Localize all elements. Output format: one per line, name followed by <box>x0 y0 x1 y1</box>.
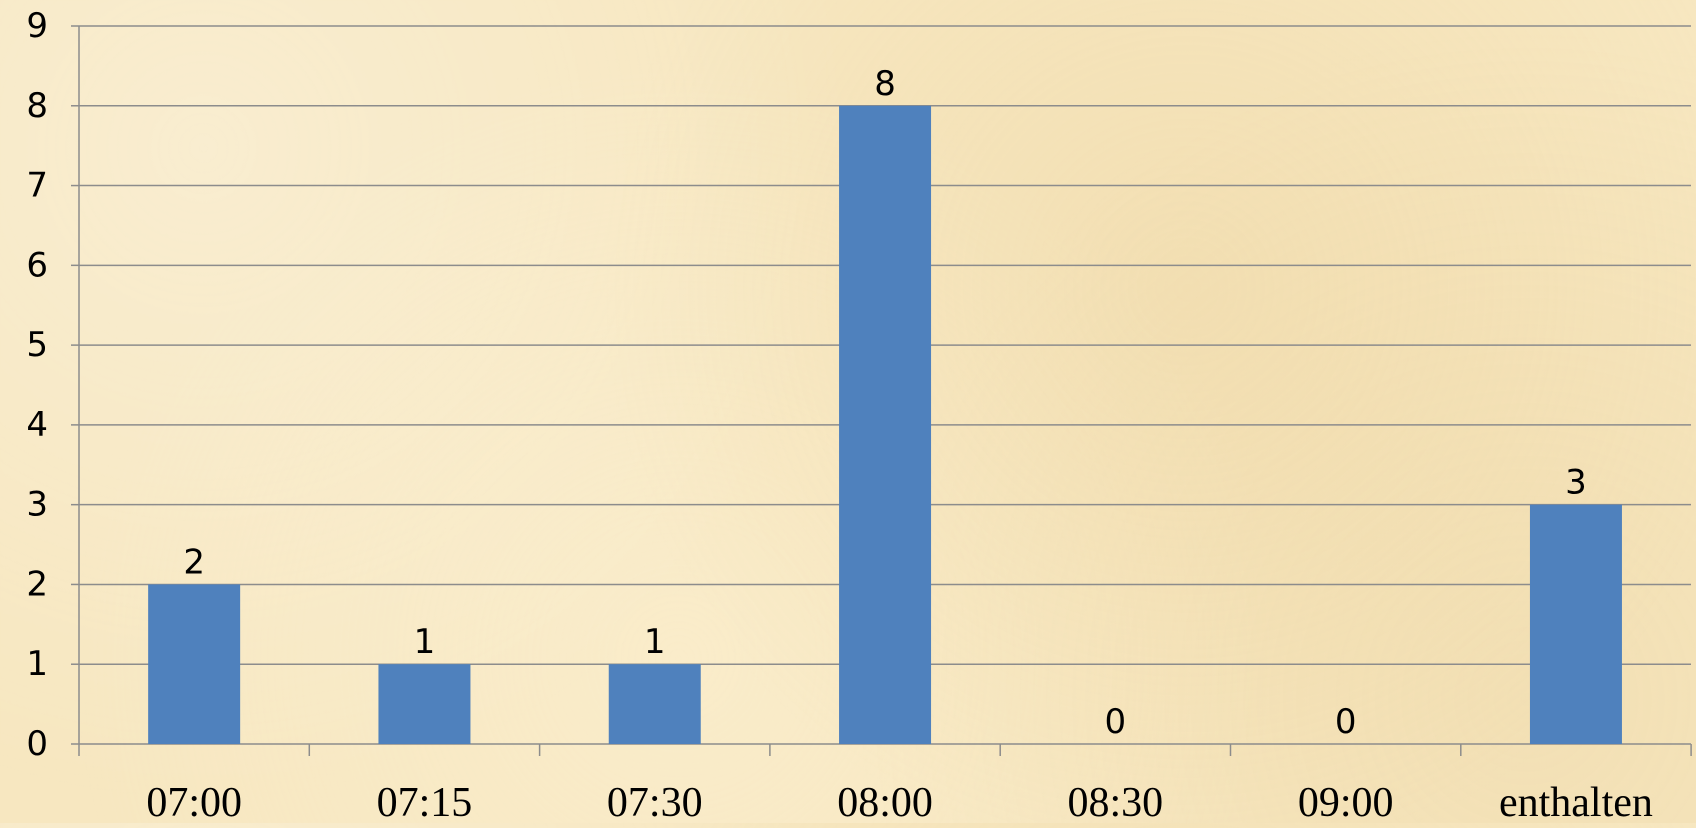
bar-0800 <box>839 105 932 745</box>
x-axis-tick-label: enthalten <box>1499 780 1653 823</box>
x-axis-tick-label: 09:00 <box>1298 780 1394 823</box>
y-axis-tick-labels: 0 1 2 3 4 5 6 7 8 9 <box>26 6 48 764</box>
x-axis-tick-labels: 07:00 07:15 07:30 08:00 08:30 09:00 enthalten <box>146 780 1653 826</box>
y-axis-tick-label: 9 <box>26 6 48 46</box>
y-axis-tick-label: 3 <box>26 485 48 525</box>
bar-enthalten <box>1529 504 1622 744</box>
bars <box>148 105 1622 745</box>
data-labels: 2 1 1 8 0 0 3 <box>183 64 1586 742</box>
bar-0715 <box>378 664 471 744</box>
data-label: 1 <box>644 622 666 662</box>
bar-0700 <box>148 584 241 744</box>
y-axis-tick-label: 5 <box>26 325 48 365</box>
y-axis-tick-label: 7 <box>26 166 48 206</box>
y-axis-tick-label: 2 <box>26 564 48 604</box>
data-label: 2 <box>183 542 205 582</box>
y-axis-tick-label: 0 <box>26 724 48 764</box>
bar-0730 <box>608 664 701 744</box>
y-axis-tick-label: 6 <box>26 245 48 285</box>
x-axis-tick-label: 08:00 <box>837 780 933 823</box>
x-axis-tick-label: 07:00 <box>146 780 242 823</box>
data-label: 0 <box>1105 702 1127 742</box>
x-axis-tick-label: 07:15 <box>377 780 473 823</box>
x-axis-tick-label: 08:30 <box>1068 780 1164 823</box>
y-axis-tick-label: 4 <box>26 405 48 445</box>
x-axis-tick-label: 07:30 <box>607 780 703 823</box>
data-label: 1 <box>414 622 436 662</box>
y-axis-tick-label: 1 <box>26 644 48 684</box>
data-label: 3 <box>1565 463 1587 503</box>
data-label: 0 <box>1335 702 1357 742</box>
data-label: 8 <box>874 64 896 104</box>
y-axis-tick-label: 8 <box>26 86 48 126</box>
